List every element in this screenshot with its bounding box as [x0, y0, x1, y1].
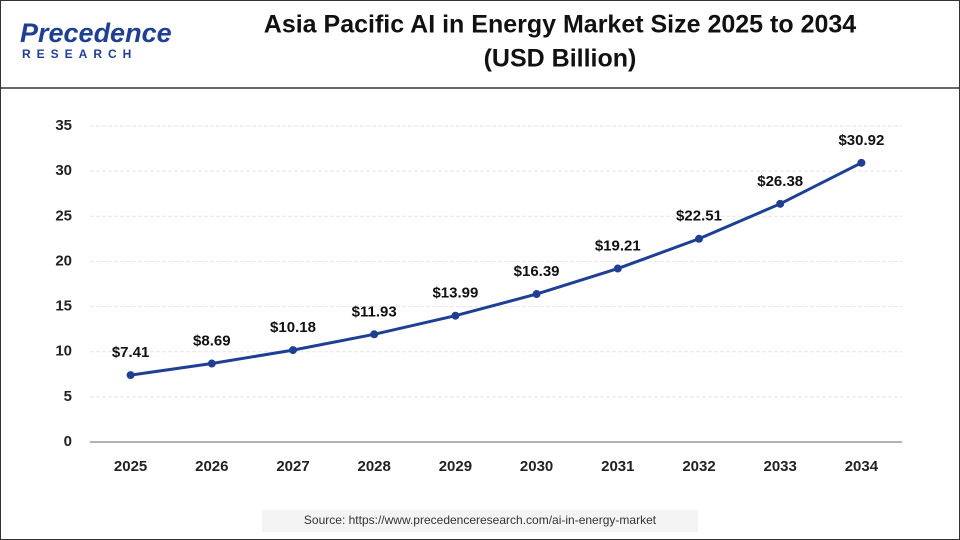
- x-tick-label: 2031: [601, 458, 634, 475]
- x-tick-label: 2034: [845, 458, 879, 475]
- y-tick-label: 0: [64, 433, 72, 450]
- value-label: $8.69: [193, 333, 231, 350]
- x-tick-label: 2032: [682, 458, 715, 475]
- chart-subtitle: (USD Billion): [484, 45, 637, 73]
- x-tick-label: 2027: [276, 458, 309, 475]
- marker: [207, 359, 216, 368]
- marker: [613, 264, 622, 273]
- line: [130, 161, 863, 377]
- value-label: $22.51: [676, 208, 722, 225]
- value-label: $11.93: [352, 303, 397, 320]
- marker: [695, 234, 703, 243]
- value-label: $30.92: [838, 132, 884, 149]
- y-tick-label: 20: [55, 252, 72, 269]
- x-tick-label: 2026: [195, 458, 228, 475]
- value-label: $7.41: [112, 344, 150, 361]
- logo-name: Precedence: [20, 18, 172, 48]
- logo-tagline: RESEARCH: [22, 47, 137, 61]
- y-tick-label: 35: [55, 117, 72, 134]
- x-tick-label: 2028: [358, 458, 391, 475]
- x-tick-label: 2030: [520, 458, 553, 475]
- marker: [370, 330, 379, 339]
- chart-title: Asia Pacific AI in Energy Market Size 20…: [264, 11, 857, 39]
- value-label: $26.38: [757, 173, 803, 190]
- marker: [857, 158, 866, 167]
- marker: [451, 311, 460, 320]
- marker: [776, 199, 785, 208]
- y-tick-label: 25: [55, 207, 72, 224]
- x-tick-label: 2029: [439, 458, 472, 475]
- marker: [532, 290, 541, 299]
- source: Source: https://www.precedenceresearch.c…: [304, 513, 657, 527]
- value-label: $10.18: [270, 319, 316, 336]
- value-label: $19.21: [595, 238, 641, 255]
- x-tick-label: 2033: [764, 458, 797, 475]
- marker: [126, 371, 135, 380]
- y-tick-label: 15: [55, 298, 72, 315]
- x-tick-label: 2025: [114, 458, 147, 475]
- y-tick-label: 5: [64, 388, 72, 405]
- y-tick-label: 10: [55, 343, 72, 360]
- source-box: [262, 510, 698, 532]
- y-tick-label: 30: [55, 162, 72, 179]
- value-label: $16.39: [514, 263, 560, 280]
- value-label: $13.99: [432, 285, 478, 302]
- marker: [289, 346, 297, 355]
